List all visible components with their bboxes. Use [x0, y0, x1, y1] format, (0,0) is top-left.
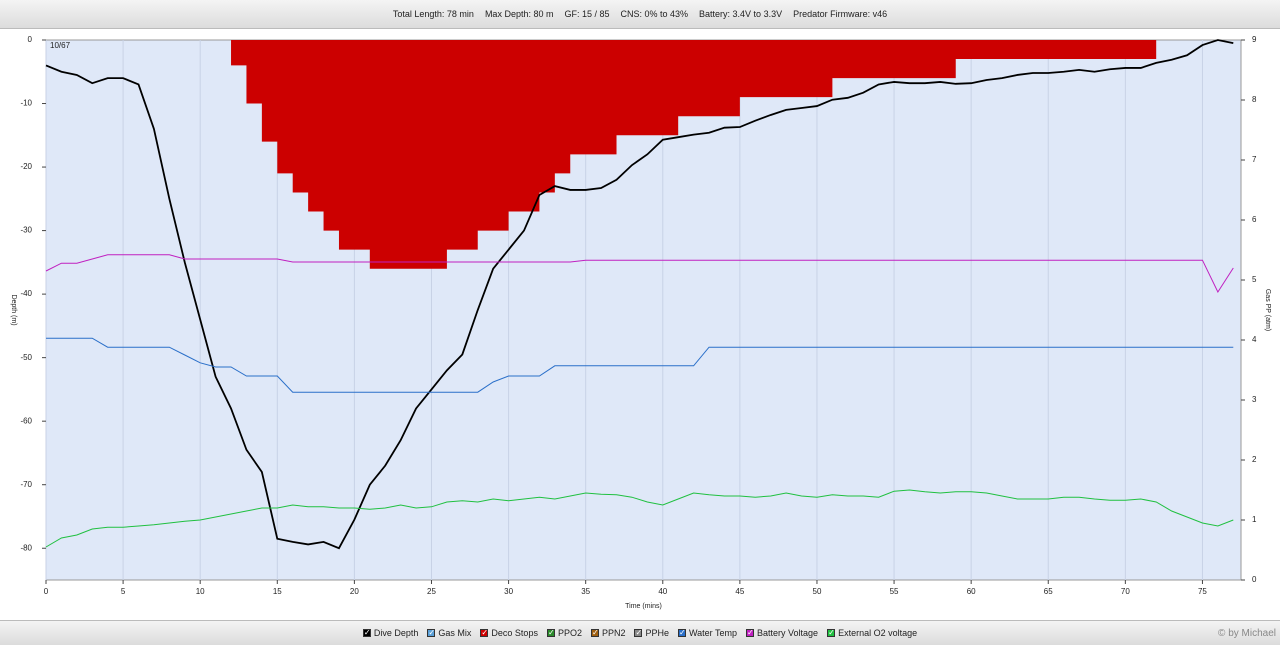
legend-item: ✓ PPHe	[634, 628, 669, 638]
header-item: Predator Firmware: v46	[793, 9, 888, 19]
x-tick-label: 40	[658, 587, 667, 596]
header-item: Battery: 3.4V to 3.3V	[699, 9, 783, 19]
annotation: 10/67	[50, 41, 71, 50]
y-tick-label: -60	[20, 416, 32, 425]
legend-checkbox[interactable]: ✓	[827, 628, 836, 637]
y2-tick-label: 5	[1252, 275, 1257, 284]
x-tick-label: 55	[890, 587, 899, 596]
header-item: CNS: 0% to 43%	[620, 9, 689, 19]
series-line	[45, 39, 1234, 550]
y2-tick-label: 6	[1252, 215, 1257, 224]
legend-label: Water Temp	[689, 628, 738, 638]
legend-item: ✓ Battery Voltage	[746, 628, 818, 638]
legend-checkbox[interactable]: ✓	[362, 628, 371, 637]
chart: 0 5 10 15 20 25 30 35 40 45 50 55 60 65 70 750-10-20-30…	[10, 35, 1271, 610]
y-axis-label: Depth (m)	[10, 294, 17, 325]
series-line	[45, 489, 1234, 548]
y2-tick-label: 7	[1252, 155, 1257, 164]
x-tick-label: 45	[735, 587, 744, 596]
legend-checkbox[interactable]: ✓	[480, 628, 489, 637]
header-item: Max Depth: 80 m	[484, 9, 554, 19]
y-tick-label: 0	[28, 35, 33, 44]
deco-area	[231, 40, 1157, 269]
x-tick-label: 25	[427, 587, 436, 596]
x-tick-label: 0	[44, 587, 49, 596]
legend-checkbox[interactable]: ✓	[546, 628, 555, 637]
y2-tick-label: 3	[1252, 395, 1257, 404]
series-line	[46, 337, 1234, 393]
legend: ✓ Dive Depth ✓ Gas Mix ✓ Deco Stops ✓ PPO2 ✓ PPN2…	[0, 620, 1280, 645]
x-tick-label: 65	[1044, 587, 1053, 596]
y2-tick-label: 9	[1252, 35, 1257, 44]
legend-item: ✓ Deco Stops	[480, 628, 538, 638]
x-tick-label: 70	[1121, 587, 1130, 596]
y2-tick-label: 4	[1252, 335, 1257, 344]
legend-checkbox[interactable]: ✓	[427, 628, 436, 637]
x-tick-label: 50	[813, 587, 822, 596]
legend-item: ✓ Dive Depth	[362, 628, 419, 638]
y2-tick-label: 2	[1252, 455, 1257, 464]
legend-item: ✓ Water Temp	[678, 628, 737, 638]
x-tick-label: 75	[1198, 587, 1207, 596]
header-item: GF: 15 / 85	[564, 9, 610, 19]
y2-tick-label: 8	[1252, 95, 1257, 104]
legend-item: ✓ PPO2	[546, 628, 582, 638]
legend-checkbox[interactable]: ✓	[678, 628, 686, 637]
legend-label: Gas Mix	[438, 628, 472, 638]
y2-tick-label: 1	[1252, 515, 1257, 524]
x-tick-label: 60	[967, 587, 976, 596]
y-tick-label: -40	[20, 289, 32, 298]
legend-label: External O2 voltage	[838, 628, 918, 638]
y-tick-label: -80	[20, 543, 32, 552]
legend-label: Deco Stops	[491, 628, 538, 638]
y-tick-label: -50	[20, 353, 32, 362]
legend-checkbox[interactable]: ✓	[746, 628, 755, 637]
header-item: Total Length: 78 min	[392, 9, 474, 19]
legend-label: PPO2	[557, 628, 582, 638]
legend-item: ✓ External O2 voltage	[827, 628, 917, 638]
x-tick-label: 35	[581, 587, 590, 596]
x-tick-label: 30	[504, 587, 513, 596]
y-tick-label: -30	[20, 226, 32, 235]
x-axis-label: Time (mins)	[625, 603, 662, 610]
legend-checkbox[interactable]: ✓	[590, 628, 599, 637]
header: Total Length: 78 min Max Depth: 80 m GF: 1…	[0, 0, 1280, 29]
legend-label: Battery Voltage	[757, 628, 819, 638]
y2-tick-label: 0	[1252, 575, 1257, 584]
legend-item: ✓ Gas Mix	[427, 628, 471, 638]
legend-checkbox[interactable]: ✓	[634, 628, 643, 637]
legend-label: PPHe	[645, 628, 669, 638]
credit: © by Michael	[1218, 628, 1276, 639]
y-tick-label: -20	[20, 162, 32, 171]
y-tick-label: -10	[20, 99, 32, 108]
legend-label: PPN2	[601, 628, 626, 638]
x-tick-label: 10	[196, 587, 205, 596]
x-tick-label: 5	[121, 587, 126, 596]
y-tick-label: -70	[20, 480, 32, 489]
series-line	[45, 254, 1234, 294]
x-tick-label: 15	[273, 587, 282, 596]
x-tick-label: 20	[350, 587, 359, 596]
legend-label: Dive Depth	[373, 628, 419, 638]
y2-axis-label: Gas PP (atm)	[1264, 289, 1271, 331]
legend-item: ✓ PPN2	[590, 628, 626, 638]
